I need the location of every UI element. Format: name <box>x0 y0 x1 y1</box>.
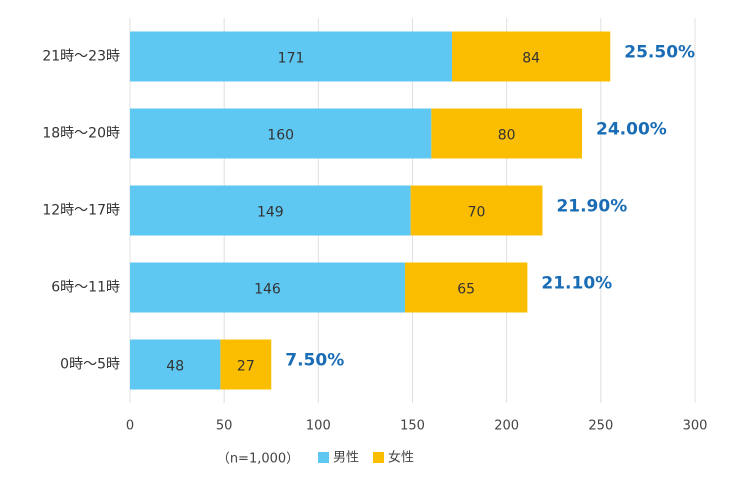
total-label: 24.00% <box>596 120 667 140</box>
value-label: 27 <box>237 359 255 375</box>
total-label: 21.90% <box>556 197 627 217</box>
bar-segment <box>452 31 611 82</box>
x-tick-label: 50 <box>216 419 233 434</box>
total-label: 21.10% <box>541 274 612 294</box>
value-label: 48 <box>166 359 184 375</box>
legend-label: 男性 <box>333 451 359 466</box>
legend-swatch <box>318 452 329 463</box>
x-tick-label: 200 <box>494 419 519 434</box>
value-label: 70 <box>468 205 486 221</box>
value-label: 146 <box>254 282 281 298</box>
y-tick-label: 18時〜20時 <box>42 126 120 142</box>
y-tick-label: 6時〜11時 <box>51 280 120 296</box>
bar-segment <box>130 185 411 236</box>
value-label: 65 <box>457 282 475 298</box>
bar-segment <box>130 339 221 390</box>
bar-segment <box>130 262 405 313</box>
note: （n=1,000） <box>217 452 299 467</box>
bar-segment <box>410 185 543 236</box>
total-label: 25.50% <box>624 43 695 63</box>
bar-segment <box>220 339 272 390</box>
x-tick-label: 250 <box>588 419 613 434</box>
legend-swatch <box>373 452 384 463</box>
value-label: 160 <box>267 128 294 144</box>
value-label: 171 <box>278 51 305 67</box>
value-label: 80 <box>498 128 516 144</box>
total-label: 7.50% <box>285 351 344 371</box>
bar-segment <box>130 31 453 82</box>
x-tick-label: 300 <box>683 419 708 434</box>
legend-label: 女性 <box>388 450 414 466</box>
bar-segment <box>404 262 528 313</box>
bar-segment <box>431 108 582 159</box>
x-tick-label: 100 <box>306 419 331 434</box>
y-tick-label: 0時〜5時 <box>60 357 120 373</box>
y-tick-label: 12時〜17時 <box>42 203 120 219</box>
y-tick-label: 21時〜23時 <box>42 49 120 65</box>
bar-segment <box>130 108 432 159</box>
value-label: 84 <box>522 51 540 67</box>
x-tick-label: 0 <box>126 419 134 434</box>
value-label: 149 <box>257 205 284 221</box>
x-tick-label: 150 <box>400 419 425 434</box>
